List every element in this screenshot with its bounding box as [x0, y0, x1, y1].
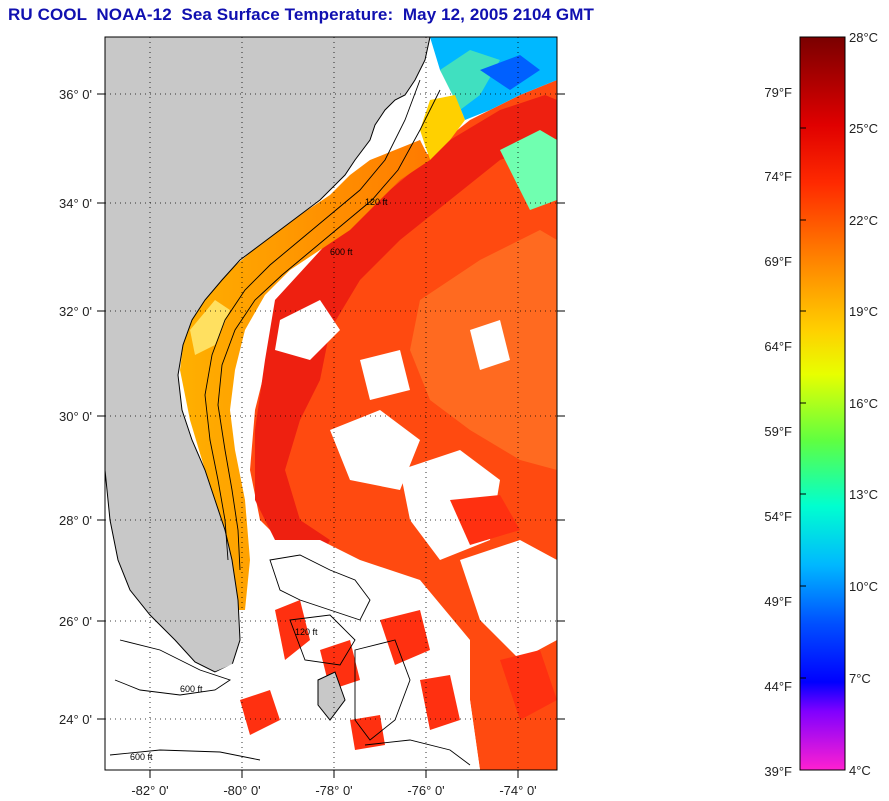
f-label: 39°F	[764, 764, 792, 779]
c-label: 13°C	[849, 487, 878, 502]
map-ticks	[97, 93, 565, 778]
colorbar-gradient	[799, 36, 846, 771]
lon-label: -76° 0'	[407, 783, 444, 798]
c-label: 7°C	[849, 671, 871, 686]
lon-label: -74° 0'	[499, 783, 536, 798]
f-label: 74°F	[764, 169, 792, 184]
lon-label: -78° 0'	[315, 783, 352, 798]
f-label: 69°F	[764, 254, 792, 269]
map-title: RU COOL NOAA-12 Sea Surface Temperature:…	[8, 5, 594, 24]
f-label: 44°F	[764, 679, 792, 694]
lat-label: 34° 0'	[59, 196, 92, 211]
isobath-label: 600 ft	[330, 247, 353, 257]
isobath-label: 120 ft	[295, 627, 318, 637]
lon-label: -80° 0'	[223, 783, 260, 798]
lat-label: 36° 0'	[59, 87, 92, 102]
land-mass	[105, 37, 431, 673]
temperature-colorbar: 79°F 74°F 69°F 64°F 59°F 54°F 49°F 44°F …	[764, 30, 878, 779]
shelf-water	[180, 140, 430, 610]
c-label: 16°C	[849, 396, 878, 411]
map-frame	[104, 36, 558, 771]
fahrenheit-labels: 79°F 74°F 69°F 64°F 59°F 54°F 49°F 44°F …	[764, 85, 792, 779]
lon-label: -82° 0'	[131, 783, 168, 798]
lat-label: 26° 0'	[59, 614, 92, 629]
c-label: 19°C	[849, 304, 878, 319]
c-label: 4°C	[849, 763, 871, 778]
f-label: 59°F	[764, 424, 792, 439]
lat-label: 30° 0'	[59, 409, 92, 424]
f-label: 79°F	[764, 85, 792, 100]
isobath-label: 600 ft	[130, 752, 153, 762]
isobath-label: 120 ft	[365, 197, 388, 207]
f-label: 54°F	[764, 509, 792, 524]
c-label: 22°C	[849, 213, 878, 228]
lat-label: 24° 0'	[59, 712, 92, 727]
map-area	[105, 37, 557, 770]
cloud-cover	[105, 300, 557, 770]
lat-label: 32° 0'	[59, 304, 92, 319]
celsius-labels: 28°C 25°C 22°C 19°C 16°C 13°C 10°C 7°C 4…	[849, 30, 878, 778]
latitude-labels: 36° 0' 34° 0' 32° 0' 30° 0' 28° 0' 26° 0…	[59, 87, 92, 727]
c-label: 25°C	[849, 121, 878, 136]
isobath-label: 600 ft	[180, 684, 203, 694]
c-label: 10°C	[849, 579, 878, 594]
longitude-labels: -82° 0' -80° 0' -78° 0' -76° 0' -74° 0'	[131, 783, 536, 798]
map-gridlines	[105, 37, 557, 770]
lat-label: 28° 0'	[59, 513, 92, 528]
f-label: 49°F	[764, 594, 792, 609]
f-label: 64°F	[764, 339, 792, 354]
c-label: 28°C	[849, 30, 878, 45]
